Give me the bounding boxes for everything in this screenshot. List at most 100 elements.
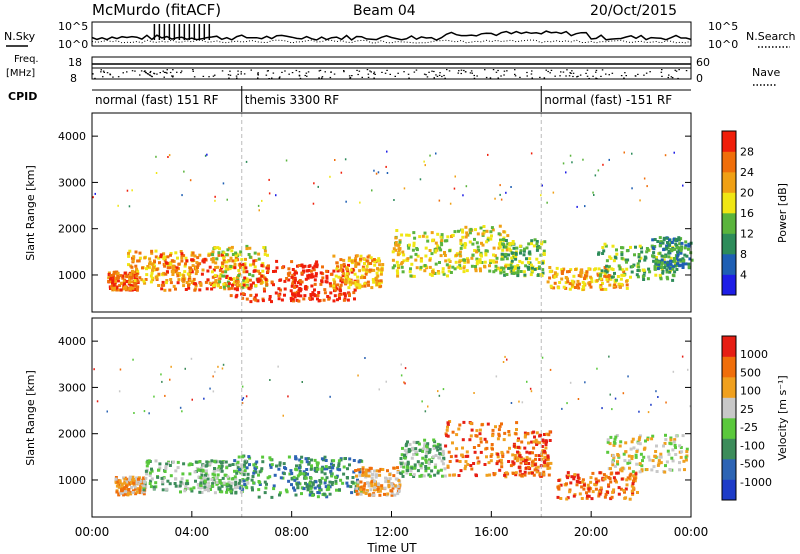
velocity-cell <box>641 459 644 463</box>
velocity-cell <box>614 435 618 439</box>
velocity-cell <box>627 454 631 458</box>
power-cell <box>235 287 239 291</box>
power-cell <box>358 269 362 273</box>
power-cell <box>668 270 672 274</box>
nave-dot <box>458 70 460 72</box>
nave-dot <box>559 75 561 77</box>
power-cell <box>615 252 619 256</box>
power-cell <box>499 271 503 275</box>
power-cell <box>246 280 250 284</box>
velocity-cell <box>638 436 642 440</box>
nsky-label: N.Sky <box>4 30 36 43</box>
nave-dot <box>645 72 648 74</box>
power-cell <box>127 281 131 284</box>
velocity-cell <box>176 460 180 464</box>
velocity-cell <box>393 493 397 497</box>
velocity-speck <box>442 388 445 391</box>
power-cell <box>242 283 246 287</box>
power-cell <box>107 276 111 280</box>
velocity-cell <box>448 473 452 477</box>
power-cell <box>166 266 170 270</box>
power-cell <box>293 295 297 299</box>
power-cell <box>182 278 186 282</box>
velocity-cell <box>355 489 358 493</box>
power-cell <box>620 253 624 257</box>
power-cell <box>248 278 252 282</box>
power-cell <box>681 257 685 261</box>
power-cell <box>133 288 137 291</box>
velocity-cell <box>606 438 610 442</box>
velocity-cell <box>628 466 631 470</box>
power-cell <box>665 268 669 272</box>
velocity-cell <box>580 497 584 500</box>
power-cell <box>505 248 509 252</box>
power-cell <box>341 274 345 278</box>
velocity-cell <box>394 484 398 488</box>
velocity-cell <box>451 430 455 434</box>
power-cell <box>191 264 195 268</box>
power-cell <box>504 265 507 269</box>
power-cell <box>447 266 451 269</box>
power-cell <box>312 268 316 272</box>
velocity-cell <box>352 459 356 462</box>
velocity-cell <box>391 486 395 490</box>
velocity-speck <box>190 357 193 360</box>
power-cell <box>529 273 533 277</box>
velocity-cell <box>527 471 531 475</box>
velocity-speck <box>214 370 216 373</box>
power-cell <box>567 270 571 273</box>
power-cell <box>601 281 604 285</box>
power-cell <box>617 264 621 268</box>
power-cell <box>507 266 511 270</box>
power-cell <box>579 274 583 278</box>
power-cell <box>455 252 459 256</box>
power-cell <box>657 262 661 266</box>
velocity-cell <box>524 433 527 437</box>
power-cell <box>413 236 417 240</box>
power-cell <box>230 286 234 290</box>
power-cell <box>614 285 618 289</box>
velocity-cell <box>131 489 135 493</box>
nave-dot <box>163 76 165 78</box>
velocity-cell <box>355 474 358 478</box>
power-cell <box>211 275 215 279</box>
velocity-cell <box>457 474 461 477</box>
power-cell <box>437 271 441 275</box>
power-cell <box>297 264 301 267</box>
velocity-cell <box>356 478 359 482</box>
velocity-cell <box>332 463 335 467</box>
nave-dot <box>180 70 183 72</box>
velocity-cell <box>645 468 649 471</box>
power-cell <box>227 282 231 286</box>
nave-dot <box>568 75 571 77</box>
power-cell <box>639 256 643 260</box>
nave-dot <box>202 75 205 77</box>
velocity-cell <box>370 480 374 484</box>
power-cell <box>611 244 615 248</box>
nave-dot <box>281 71 283 73</box>
power-cell <box>123 282 127 286</box>
velocity-cell <box>142 486 146 490</box>
velocity-cell <box>363 482 367 486</box>
velocity-cell <box>512 444 516 448</box>
power-cell <box>504 252 508 256</box>
velocity-cell <box>263 491 267 495</box>
power-cell <box>561 270 565 273</box>
power-cell <box>341 270 345 274</box>
nave-dot <box>321 76 324 78</box>
power-cell <box>116 274 120 278</box>
nave-dot <box>306 75 308 77</box>
power-cell <box>125 280 129 283</box>
velocity-cell <box>387 483 391 487</box>
velocity-cell <box>587 487 591 491</box>
velocity-cell <box>332 459 336 463</box>
velocity-cell <box>398 483 402 487</box>
velocity-cell <box>441 474 444 478</box>
power-cell <box>343 292 347 296</box>
power-cell <box>466 257 469 261</box>
velocity-cell <box>472 462 476 465</box>
power-cell <box>481 243 485 247</box>
power-cell <box>268 297 272 301</box>
power-cell <box>537 273 541 277</box>
velocity-cell <box>206 473 210 477</box>
